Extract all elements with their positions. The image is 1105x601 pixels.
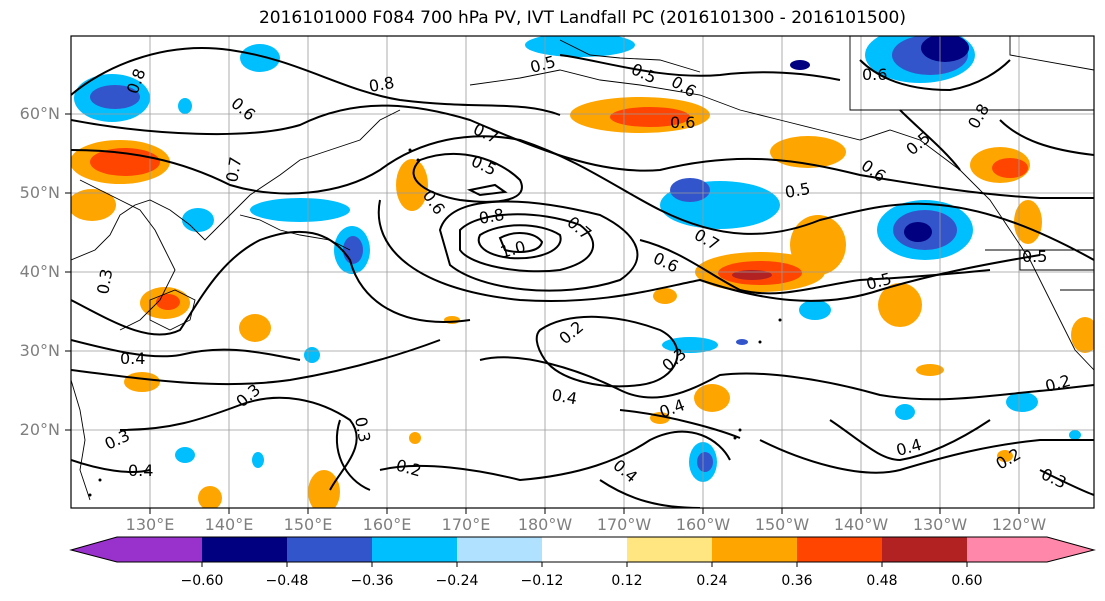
colorbar-segment	[712, 537, 797, 562]
contour-label: 0.3	[351, 415, 374, 443]
colorbar-segment	[457, 537, 542, 562]
colorbar-tick-label: 0.36	[781, 573, 813, 589]
contour-label: 0.5	[783, 179, 811, 202]
colorbar	[69, 536, 1096, 567]
contour-label: 0.5	[1022, 247, 1047, 266]
coastlines	[71, 36, 1094, 501]
pv-contours	[71, 47, 1094, 508]
colorbar-tick-label: 0.60	[951, 573, 983, 589]
page-title: 2016101000 F084 700 hPa PV, IVT Landfall…	[258, 8, 906, 28]
lat-label: 50°N	[19, 183, 60, 202]
colorbar-tick-label: −0.12	[520, 573, 564, 589]
colorbar-segment	[797, 537, 882, 562]
contour-label: 0.8	[367, 73, 395, 96]
colorbar-segment	[967, 537, 1047, 562]
lon-label: 170°W	[596, 515, 652, 534]
lat-label: 20°N	[19, 420, 60, 439]
contour-label: 0.4	[128, 461, 153, 480]
lon-label: 130°E	[125, 515, 175, 534]
contour-label: 0.7	[222, 155, 245, 183]
contour-label: 0.8	[477, 205, 505, 228]
island-dots	[88, 148, 782, 497]
colorbar-tick-label: −0.24	[435, 573, 479, 589]
map-area	[71, 36, 1094, 508]
colorbar-tick-label: 0.24	[696, 573, 728, 589]
axis-ticks	[65, 113, 1020, 514]
lon-label: 140°W	[833, 515, 889, 534]
contour-label: 0.6	[862, 65, 887, 84]
lon-label: 130°W	[912, 515, 968, 534]
colorbar-segment	[627, 537, 712, 562]
lat-label: 60°N	[19, 104, 60, 123]
lon-label: 170°E	[441, 515, 491, 534]
colorbar-over-triangle	[1047, 537, 1094, 562]
contour-label: 0.6	[670, 113, 695, 132]
colorbar-tick-label: −0.36	[350, 573, 394, 589]
colorbar-tick-label: 0.48	[866, 573, 898, 589]
colorbar-segment	[202, 537, 287, 562]
colorbar-segment	[882, 537, 967, 562]
lon-label: 160°E	[362, 515, 412, 534]
colorbar-segment	[372, 537, 457, 562]
colorbar-segment	[287, 537, 372, 562]
lon-label: 180°W	[517, 515, 573, 534]
colorbar-tick-label: −0.48	[265, 573, 309, 589]
colorbar-under-triangle	[71, 537, 117, 562]
lon-label: 140°E	[204, 515, 254, 534]
contour-label: 0.3	[93, 267, 116, 295]
contour-label: 0.4	[550, 385, 578, 408]
colorbar-segment	[117, 537, 202, 562]
lat-label: 30°N	[19, 341, 60, 360]
lat-label: 40°N	[19, 262, 60, 281]
colorbar-tick-label: −0.60	[180, 573, 224, 589]
colorbar-tick-label: 0.12	[611, 573, 643, 589]
lon-label: 160°W	[675, 515, 731, 534]
negative-anomaly-shading	[74, 36, 1081, 482]
colorbar-outline	[69, 536, 1096, 563]
lon-label: 150°W	[754, 515, 810, 534]
colorbar-segment	[542, 537, 627, 562]
lon-label: 150°E	[283, 515, 333, 534]
lon-label: 120°W	[991, 515, 1047, 534]
contour-label: 0.4	[120, 349, 145, 368]
